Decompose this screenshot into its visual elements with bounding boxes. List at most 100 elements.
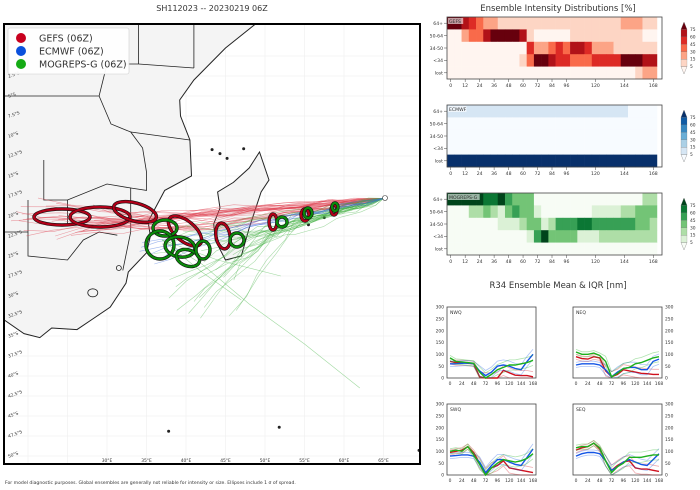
ensemble-track <box>159 198 384 230</box>
heatmap-cell <box>613 242 622 256</box>
lat-tick-label: 7.5°S <box>7 110 20 120</box>
heatmap-cell <box>526 41 535 55</box>
colorbar-tick-label: 30 <box>690 137 696 143</box>
colorbar-segment <box>680 139 688 148</box>
heatmap-cell <box>562 117 571 131</box>
x-tick-label: 120 <box>591 259 600 265</box>
heatmap-cell <box>635 242 643 256</box>
heatmap-cell <box>447 29 455 43</box>
ensemble-track <box>75 198 384 233</box>
heatmap-cell <box>577 17 585 30</box>
heatmap-cell <box>562 17 571 30</box>
heatmap-cell <box>454 54 462 67</box>
x-tick-label: 48 <box>597 381 603 387</box>
lat-tick-label: 42.5°S <box>7 389 23 400</box>
heatmap-cell <box>512 66 520 80</box>
x-tick-label: 72 <box>535 171 541 177</box>
heatmap-cell <box>627 17 636 30</box>
ensemble-track <box>139 198 384 252</box>
heatmap-cell <box>468 66 477 80</box>
heatmap-cell <box>468 154 477 168</box>
heatmap-cell <box>584 142 593 155</box>
heatmap-cell <box>635 54 643 67</box>
heatmap-cell <box>642 129 650 143</box>
x-tick-label: 144 <box>620 83 629 89</box>
heatmap-cell <box>461 29 470 43</box>
heatmap-cell <box>548 230 556 243</box>
heatmap-cell <box>577 129 585 143</box>
lon-tick-label: 30°E <box>102 458 113 464</box>
heatmap-cell <box>476 29 484 43</box>
heatmap-cell <box>512 105 520 118</box>
heatmap-cell <box>461 205 470 219</box>
island <box>210 148 214 152</box>
legend-marker-mogreps-g <box>16 59 26 69</box>
heatmap-cell <box>497 193 506 206</box>
heatmap-cell <box>562 142 571 155</box>
heatmap-cell <box>562 54 571 67</box>
heatmap-cell <box>483 217 491 231</box>
x-tick-label: 96 <box>495 381 501 387</box>
heatmap-cell <box>476 117 484 131</box>
heatmap-cell <box>512 54 520 67</box>
panel-label-bg <box>448 18 464 24</box>
heatmap-cell <box>533 230 542 243</box>
r34-frame <box>572 403 663 476</box>
colorbar-tick-label: 75 <box>690 203 696 209</box>
y-tick-label: 300 <box>665 402 674 408</box>
heatmap-cell <box>613 205 622 219</box>
heatmap-cell <box>627 41 636 55</box>
x-tick-label: 120 <box>631 381 640 387</box>
heatmap-cell <box>541 54 549 67</box>
heatmap-cell <box>584 41 593 55</box>
heatmap-cell <box>642 17 650 30</box>
mean-line-mogreps-g <box>575 351 660 378</box>
heatmap-cell <box>512 205 520 219</box>
heatmap-cell <box>555 41 564 55</box>
iqr-line-gefs <box>575 439 660 467</box>
x-tick-label: 84 <box>549 171 555 177</box>
y-tick-label: 250 <box>436 316 445 322</box>
heatmap-cell <box>555 193 564 206</box>
heatmap-cell <box>548 41 556 55</box>
heatmap-cell <box>490 17 499 30</box>
y-tick-label: 150 <box>436 340 445 346</box>
heatmap-cell <box>649 193 658 206</box>
heatmap-cell <box>591 217 600 231</box>
heatmap-cell <box>512 154 520 168</box>
legend-marker-ecmwf <box>16 46 26 56</box>
colorbar-tick-label: 60 <box>690 210 696 216</box>
colorbar-segment <box>680 124 688 133</box>
heatmap-cell <box>476 105 484 118</box>
heatmap-cell <box>468 105 477 118</box>
heatmap-cell <box>454 117 462 131</box>
legend-marker-gefs <box>16 33 26 43</box>
heatmap-cell <box>454 129 462 143</box>
heatmap-cell <box>447 154 455 168</box>
heatmap-cell <box>649 29 658 43</box>
heatmap-cell <box>519 242 527 256</box>
heatmap-cell <box>476 17 484 30</box>
heatmap-cell <box>526 205 535 219</box>
lon-tick-label: 50°E <box>260 458 271 464</box>
r34-panel-seq: SEQ 0 50 100 150 200 250 300 0 24 48 72 96 120 144 168 <box>572 402 674 484</box>
lon-tick-label: 60°E <box>339 458 350 464</box>
heatmap-cell <box>627 117 636 131</box>
heatmap-cell <box>497 66 506 80</box>
heatmap-cell <box>504 41 513 55</box>
heatmap-cell <box>606 205 614 219</box>
country-border <box>130 172 147 191</box>
iqr-line-ecmwf <box>575 353 660 373</box>
x-tick-label: 96 <box>495 478 501 484</box>
heatmap-cell <box>635 205 643 219</box>
row-label: <34 <box>433 146 443 152</box>
y-tick-label: 250 <box>665 413 674 419</box>
lat-tick-label: 17.5°S <box>7 189 23 200</box>
heatmap-cell <box>512 41 520 55</box>
heatmap-cell <box>555 230 564 243</box>
heatmap-cell <box>468 17 477 30</box>
heatmap-cell <box>461 117 470 131</box>
lon-tick-label: 40°E <box>181 458 192 464</box>
heatmap-cell <box>555 29 564 43</box>
iqr-line-mogreps-g <box>449 354 534 374</box>
